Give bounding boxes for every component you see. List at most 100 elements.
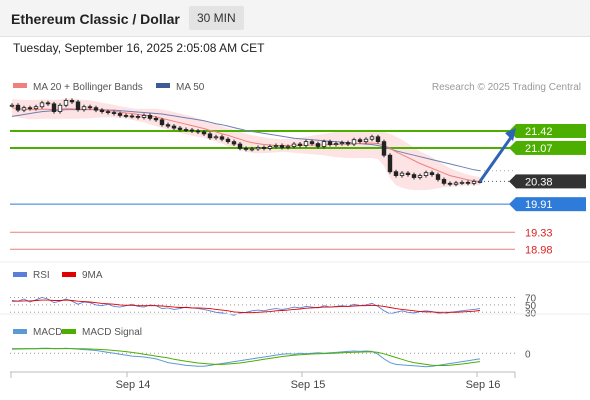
price-candle bbox=[123, 115, 129, 117]
price-candle bbox=[459, 181, 465, 184]
price-panel: 21.42 21.07 20.38 19.91 19.33 18.98 bbox=[9, 98, 586, 256]
price-candle bbox=[33, 106, 39, 110]
price-candle bbox=[201, 131, 207, 135]
bollinger-band bbox=[12, 98, 480, 191]
price-candle bbox=[285, 146, 291, 148]
price-candle bbox=[225, 138, 231, 143]
price-candle bbox=[357, 139, 363, 143]
level-label-18.98: 18.98 bbox=[525, 244, 553, 256]
price-candle bbox=[129, 115, 135, 118]
macd-panel: MACD MACD Signal 0 bbox=[0, 313, 590, 368]
price-candle bbox=[345, 142, 351, 145]
legend-label: 9MA bbox=[82, 270, 103, 281]
instrument-title: Ethereum Classic / Dollar bbox=[11, 11, 180, 27]
legend-label: MACD Signal bbox=[82, 327, 142, 338]
price-candle bbox=[87, 106, 93, 109]
price-candle bbox=[423, 172, 429, 176]
price-candle bbox=[117, 113, 123, 116]
level-tag-pointer bbox=[509, 197, 516, 212]
price-candle bbox=[351, 139, 357, 145]
price-candle bbox=[303, 141, 309, 146]
price-candle bbox=[411, 174, 417, 178]
price-candle bbox=[375, 136, 381, 143]
level-label-21.42: 21.42 bbox=[525, 126, 553, 138]
price-candle bbox=[339, 142, 345, 145]
legend-swatch bbox=[62, 272, 76, 277]
price-candle bbox=[21, 107, 27, 111]
price-candle bbox=[135, 116, 141, 118]
level-label-19.33: 19.33 bbox=[525, 227, 553, 239]
chart-header: Ethereum Classic / Dollar 30 MIN bbox=[0, 0, 590, 37]
credit-text: Research © 2025 Trading Central bbox=[432, 82, 581, 93]
level-tag-21.07 bbox=[516, 140, 586, 155]
legend-swatch bbox=[156, 83, 170, 88]
price-candle bbox=[291, 143, 297, 147]
price-candle bbox=[327, 141, 333, 145]
forecast-arrow-head bbox=[505, 127, 516, 141]
price-candle bbox=[159, 119, 165, 126]
price-candle bbox=[219, 136, 225, 140]
price-candle bbox=[255, 147, 261, 150]
price-candle bbox=[177, 127, 183, 130]
level-tag-21.42 bbox=[516, 123, 586, 138]
price-candle bbox=[387, 154, 393, 173]
x-tick-label: Sep 14 bbox=[116, 379, 151, 391]
price-candle bbox=[399, 172, 405, 176]
price-candle bbox=[93, 107, 99, 111]
level-tag-20.38 bbox=[516, 174, 586, 189]
legend-label: MA 50 bbox=[176, 82, 205, 93]
price-candle bbox=[465, 181, 471, 184]
price-candle bbox=[153, 117, 159, 121]
price-candle bbox=[171, 125, 177, 129]
price-candle bbox=[213, 136, 219, 139]
price-candle bbox=[363, 138, 369, 143]
legend-label: MA 20 + Bollinger Bands bbox=[33, 82, 143, 93]
level-label-19.91: 19.91 bbox=[525, 199, 553, 211]
price-candle bbox=[267, 146, 273, 149]
price-candle bbox=[315, 143, 321, 147]
price-candle bbox=[27, 107, 33, 110]
price-candle bbox=[69, 100, 75, 103]
price-candle bbox=[195, 130, 201, 133]
timestamp: Tuesday, September 16, 2025 2:05:08 AM C… bbox=[13, 41, 265, 55]
price-candle bbox=[279, 145, 285, 148]
level-label-21.07: 21.07 bbox=[525, 143, 553, 155]
price-candle bbox=[405, 172, 411, 176]
x-tick-label: Sep 15 bbox=[291, 379, 326, 391]
price-candle bbox=[141, 115, 147, 118]
price-candle bbox=[273, 145, 279, 147]
price-candle bbox=[39, 102, 45, 108]
legend-swatch bbox=[13, 272, 27, 277]
legend-swatch bbox=[62, 329, 76, 334]
legend-swatch bbox=[13, 329, 27, 334]
level-label-20.38: 20.38 bbox=[525, 176, 553, 188]
price-candle bbox=[453, 182, 459, 185]
price-candle bbox=[447, 182, 453, 185]
price-candle bbox=[165, 124, 171, 127]
price-candle bbox=[207, 133, 213, 139]
interval-button[interactable]: 30 MIN bbox=[189, 6, 244, 30]
price-candle bbox=[417, 175, 423, 178]
price-candle bbox=[237, 143, 243, 149]
price-candle bbox=[15, 104, 21, 111]
price-candle bbox=[393, 171, 399, 176]
price-candle bbox=[369, 136, 375, 140]
forecast-arrow bbox=[478, 135, 514, 183]
price-candle bbox=[57, 104, 63, 112]
price-candle bbox=[435, 174, 441, 180]
level-label-70: 70 bbox=[525, 294, 537, 305]
9ma-line bbox=[12, 299, 481, 314]
macd-line bbox=[12, 347, 481, 368]
price-legend: MA 20 + Bollinger Bands MA 50 bbox=[13, 82, 205, 93]
price-candle bbox=[105, 111, 111, 113]
x-tick-label: Sep 16 bbox=[466, 379, 501, 391]
price-candle bbox=[51, 103, 57, 112]
price-candle bbox=[75, 101, 81, 111]
price-candle bbox=[381, 141, 387, 156]
price-candle bbox=[99, 109, 105, 112]
price-candle bbox=[183, 129, 189, 131]
legend-swatch bbox=[13, 83, 27, 88]
x-axis: Sep 14 Sep 15 Sep 16 bbox=[10, 371, 516, 391]
price-candle bbox=[111, 112, 117, 114]
price-candle bbox=[9, 104, 15, 107]
